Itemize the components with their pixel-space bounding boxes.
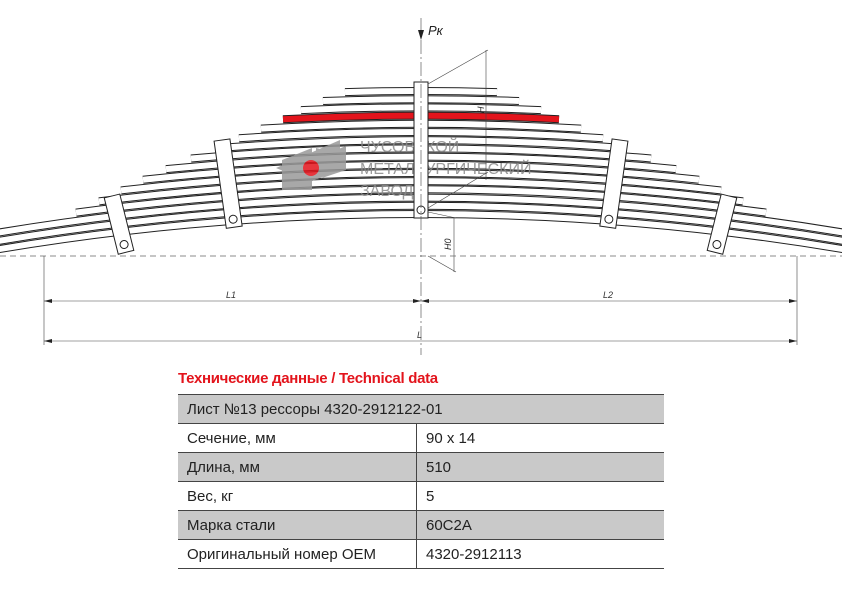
table-row: Сечение, мм 90 x 14 bbox=[178, 423, 664, 453]
spring-clamp bbox=[599, 138, 629, 229]
table-header: Лист №13 рессоры 4320-2912122-01 bbox=[178, 394, 664, 424]
logo-line-3: ЗАВОД bbox=[360, 183, 414, 200]
load-label: Pк bbox=[428, 23, 444, 38]
spring-clamps bbox=[103, 138, 738, 255]
logo-line-1: ЧУСОВСКОЙ bbox=[360, 137, 459, 156]
row-label: Оригинальный номер OEM bbox=[178, 539, 417, 569]
spring-clamp bbox=[103, 193, 135, 255]
row-label: Длина, мм bbox=[178, 452, 417, 482]
logo-red-dot bbox=[303, 160, 319, 176]
leaf-spring-drawing: ЧУСОВСКОЙ МЕТАЛЛУРГИЧЕСКИЙ ЗАВОД Pк H H0… bbox=[0, 18, 842, 355]
logo-line-2: МЕТАЛЛУРГИЧЕСКИЙ bbox=[360, 159, 531, 178]
spring-clamp bbox=[706, 193, 738, 255]
company-logo: ЧУСОВСКОЙ МЕТАЛЛУРГИЧЕСКИЙ ЗАВОД bbox=[276, 137, 531, 200]
row-value: 510 bbox=[416, 452, 664, 482]
table-header-row: Лист №13 рессоры 4320-2912122-01 bbox=[178, 394, 664, 424]
l1-label: L1 bbox=[226, 290, 236, 300]
row-label: Вес, кг bbox=[178, 481, 417, 511]
row-value: 90 x 14 bbox=[416, 423, 664, 453]
specs-title: Технические данные / Technical data bbox=[178, 370, 438, 387]
row-value: 5 bbox=[416, 481, 664, 511]
spring-clamp bbox=[213, 138, 243, 229]
row-value: 60С2А bbox=[416, 510, 664, 540]
row-label: Сечение, мм bbox=[178, 423, 417, 453]
height-label: H bbox=[476, 106, 486, 113]
row-label: Марка стали bbox=[178, 510, 417, 540]
l2-label: L2 bbox=[603, 290, 613, 300]
table-row: Длина, мм 510 bbox=[178, 452, 664, 482]
row-value: 4320-2912113 bbox=[416, 539, 664, 569]
load-arrow-icon bbox=[418, 30, 424, 40]
l-label: L bbox=[417, 330, 422, 340]
table-row: Оригинальный номер OEM 4320-2912113 bbox=[178, 539, 664, 569]
table-row: Вес, кг 5 bbox=[178, 481, 664, 511]
specs-table: Лист №13 рессоры 4320-2912122-01 Сечение… bbox=[178, 394, 664, 569]
h0-label: H0 bbox=[443, 238, 453, 250]
table-row: Марка стали 60С2А bbox=[178, 510, 664, 540]
